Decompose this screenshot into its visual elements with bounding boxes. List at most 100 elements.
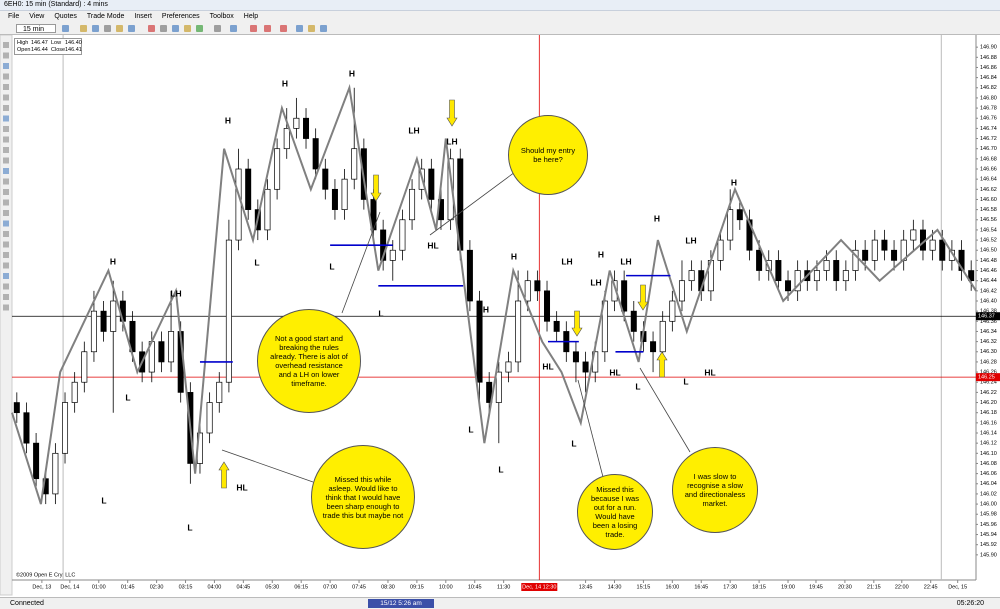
- y-tick-label: 146.20: [980, 400, 997, 406]
- x-tick-label: 01:00: [92, 584, 106, 590]
- toolbar-button[interactable]: [80, 25, 87, 32]
- crosshair-x-box: [521, 583, 558, 591]
- status-bar: Connected 15/12 5:26 am 05:26:20: [0, 597, 1000, 609]
- connection-status: Connected: [10, 600, 44, 607]
- tool-icon: [3, 178, 9, 185]
- x-tick-label: 07:00: [323, 584, 337, 590]
- callout: I was slow to recognise a slow and direc…: [672, 447, 758, 533]
- tool-icon: [3, 63, 9, 69]
- candle-body: [216, 381, 223, 403]
- y-tick-label: 146.04: [980, 481, 997, 487]
- tool-icon: [3, 115, 9, 122]
- candle-body: [495, 371, 502, 403]
- y-tick-label: 146.70: [980, 146, 997, 152]
- y-tick-label: 146.68: [980, 156, 997, 162]
- toolbar-button[interactable]: [172, 25, 179, 32]
- menu-bar: File View Quotes Trade Mode Insert Preference…: [0, 11, 1000, 23]
- tool-icon: [3, 157, 9, 164]
- y-tick-label: 145.92: [980, 542, 997, 548]
- callout-pointer: [221, 449, 314, 483]
- toolbar-button[interactable]: [230, 25, 237, 32]
- swing-annotation: LH: [590, 277, 601, 287]
- y-tick-label: 146.38: [980, 309, 997, 315]
- candle-body: [910, 229, 917, 241]
- candle-body: [331, 188, 338, 210]
- toolbar-button[interactable]: [196, 25, 203, 32]
- swing-annotation: H: [225, 115, 231, 125]
- menu-item[interactable]: Insert: [134, 13, 152, 20]
- info-value: 146.40: [65, 40, 82, 46]
- toolbar-button[interactable]: [214, 25, 221, 32]
- toolbar-button[interactable]: [104, 25, 111, 32]
- candle-body: [862, 249, 869, 261]
- candle-body: [274, 148, 281, 190]
- toolbar-button[interactable]: [116, 25, 123, 32]
- toolbar-button[interactable]: [160, 25, 167, 32]
- menu-item[interactable]: Preferences: [161, 13, 200, 20]
- x-tick-label: 04:00: [208, 584, 222, 590]
- swing-annotation: L: [468, 424, 473, 434]
- callout-pointer: [341, 211, 381, 314]
- interval-select[interactable]: 15 min: [16, 24, 56, 33]
- x-tick-label: 17:30: [723, 584, 737, 590]
- candle-body: [717, 239, 724, 261]
- candle-body: [399, 219, 406, 251]
- candle-body: [235, 168, 242, 241]
- tool-icon: [3, 294, 9, 300]
- swing-annotation: H: [654, 213, 660, 223]
- toolbar-button[interactable]: [320, 25, 327, 32]
- info-label: Close: [51, 46, 66, 53]
- candle-body: [544, 290, 551, 322]
- menu-item[interactable]: Toolbox: [209, 13, 234, 20]
- candle-body: [110, 300, 117, 332]
- candle-body: [659, 320, 666, 353]
- y-tick-label: 146.60: [980, 197, 997, 203]
- menu-item[interactable]: Help: [243, 13, 259, 20]
- x-tick-label: 18:15: [752, 584, 766, 590]
- toolbar-button[interactable]: [264, 25, 271, 32]
- menu-item[interactable]: Quotes: [54, 13, 77, 20]
- candle-body: [341, 178, 348, 210]
- menu-item[interactable]: File: [8, 13, 20, 20]
- menu-item[interactable]: Trade Mode: [86, 13, 125, 20]
- toolbar-button[interactable]: [148, 25, 155, 32]
- y-tick-label: 146.84: [980, 75, 997, 81]
- y-tick-label: 146.82: [980, 85, 997, 91]
- tool-icon: [3, 84, 9, 90]
- candle-body: [351, 148, 358, 180]
- signal-arrow: [637, 284, 649, 311]
- y-tick-label: 146.58: [980, 207, 997, 213]
- toolbar-button[interactable]: [308, 25, 315, 32]
- x-tick-label: 19:00: [781, 584, 795, 590]
- swing-annotation: L: [125, 392, 130, 402]
- toolbar-button[interactable]: [128, 25, 135, 32]
- toolbar-button[interactable]: [250, 25, 257, 32]
- toolbar-button[interactable]: [280, 25, 287, 32]
- y-tick-label: 145.98: [980, 512, 997, 518]
- swing-annotation: L: [498, 464, 503, 474]
- candle-body: [71, 381, 78, 403]
- x-tick-label: 20:30: [838, 584, 852, 590]
- candle-body: [303, 117, 310, 139]
- toolbar-button[interactable]: [92, 25, 99, 32]
- swing-annotation: L: [571, 438, 576, 448]
- toolbar-button[interactable]: [296, 25, 303, 32]
- tool-icon: [3, 231, 9, 237]
- candle-body: [90, 310, 97, 353]
- menu-item[interactable]: View: [29, 13, 45, 20]
- crosshair-y-label: 146.25: [978, 375, 995, 381]
- signal-arrow: [446, 99, 458, 127]
- y-tick-label: 145.94: [980, 532, 997, 538]
- candle-body: [813, 270, 820, 282]
- candle-body: [871, 239, 878, 261]
- swing-annotation: HL: [427, 240, 438, 250]
- x-tick-label: 08:30: [381, 584, 395, 590]
- window-title: 6EH0: 15 min (Standard) : 4 mins: [4, 1, 108, 8]
- candle-body: [225, 239, 232, 383]
- toolbar-button[interactable]: [62, 25, 69, 32]
- tool-icon: [3, 210, 9, 216]
- swing-annotation: H: [110, 256, 116, 266]
- swing-annotation: LH: [170, 288, 181, 298]
- y-tick-label: 146.74: [980, 126, 997, 132]
- toolbar-button[interactable]: [184, 25, 191, 32]
